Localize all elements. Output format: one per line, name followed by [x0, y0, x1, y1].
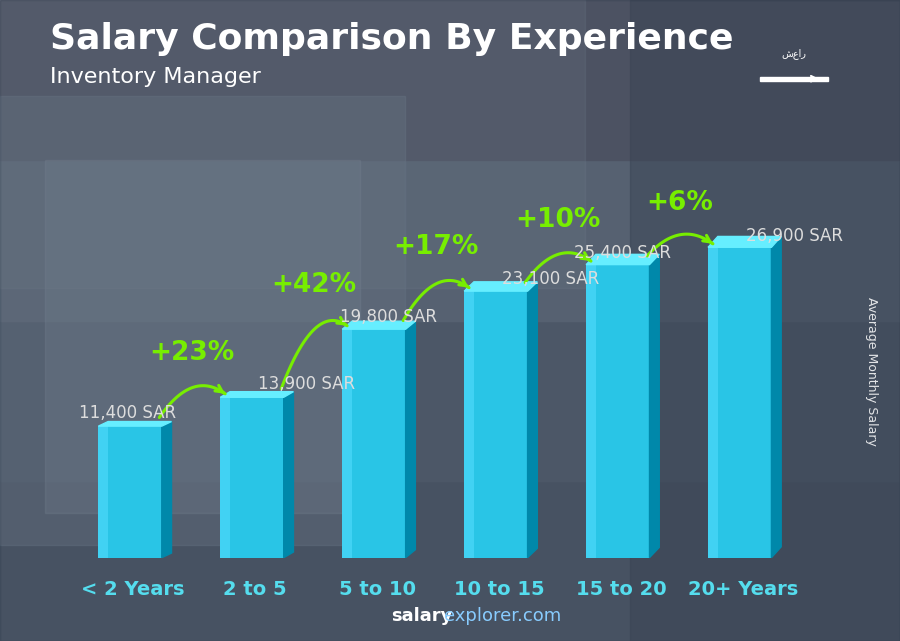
Bar — [0, 0, 585, 288]
Text: 15 to 20: 15 to 20 — [576, 580, 666, 599]
Text: 26,900 SAR: 26,900 SAR — [746, 226, 842, 244]
Text: شعار: شعار — [782, 48, 806, 59]
Bar — [464, 291, 473, 558]
Bar — [464, 291, 527, 558]
Bar — [0, 96, 405, 545]
Text: 20+ Years: 20+ Years — [688, 580, 798, 599]
Bar — [630, 0, 900, 641]
Polygon shape — [650, 254, 660, 558]
Bar — [342, 329, 352, 558]
Polygon shape — [464, 282, 537, 291]
Text: Inventory Manager: Inventory Manager — [50, 67, 260, 87]
Text: 13,900 SAR: 13,900 SAR — [258, 375, 356, 393]
Text: 11,400 SAR: 11,400 SAR — [79, 404, 176, 422]
Polygon shape — [98, 422, 172, 426]
Bar — [45, 160, 360, 513]
Bar — [342, 329, 406, 558]
Bar — [0, 0, 900, 160]
Bar — [708, 247, 717, 558]
Polygon shape — [162, 422, 172, 558]
Polygon shape — [771, 237, 781, 558]
Text: 2 to 5: 2 to 5 — [223, 580, 287, 599]
Text: +42%: +42% — [272, 272, 356, 298]
Text: Average Monthly Salary: Average Monthly Salary — [865, 297, 878, 446]
Text: salary: salary — [392, 607, 453, 625]
Bar — [98, 426, 162, 558]
Text: 10 to 15: 10 to 15 — [454, 580, 544, 599]
Polygon shape — [586, 254, 660, 265]
Text: 25,400 SAR: 25,400 SAR — [574, 244, 670, 262]
Bar — [586, 265, 596, 558]
Polygon shape — [406, 321, 416, 558]
Text: 23,100 SAR: 23,100 SAR — [502, 271, 599, 288]
Text: +17%: +17% — [393, 234, 479, 260]
Polygon shape — [220, 392, 293, 397]
Text: +10%: +10% — [516, 208, 600, 233]
Text: +6%: +6% — [646, 190, 714, 216]
Polygon shape — [527, 282, 537, 558]
Bar — [708, 247, 771, 558]
Polygon shape — [708, 237, 781, 247]
Text: 19,800 SAR: 19,800 SAR — [340, 308, 436, 326]
Text: +23%: +23% — [149, 340, 235, 366]
Text: < 2 Years: < 2 Years — [82, 580, 185, 599]
Bar — [760, 76, 828, 81]
Bar — [220, 397, 284, 558]
Bar — [220, 397, 230, 558]
Polygon shape — [284, 392, 293, 558]
Text: 5 to 10: 5 to 10 — [338, 580, 416, 599]
Bar — [0, 160, 900, 320]
Bar — [586, 265, 650, 558]
Bar — [0, 320, 900, 481]
Text: Salary Comparison By Experience: Salary Comparison By Experience — [50, 22, 733, 56]
Text: explorer.com: explorer.com — [444, 607, 561, 625]
Polygon shape — [342, 321, 416, 329]
Bar — [0, 481, 900, 641]
Bar — [98, 426, 108, 558]
